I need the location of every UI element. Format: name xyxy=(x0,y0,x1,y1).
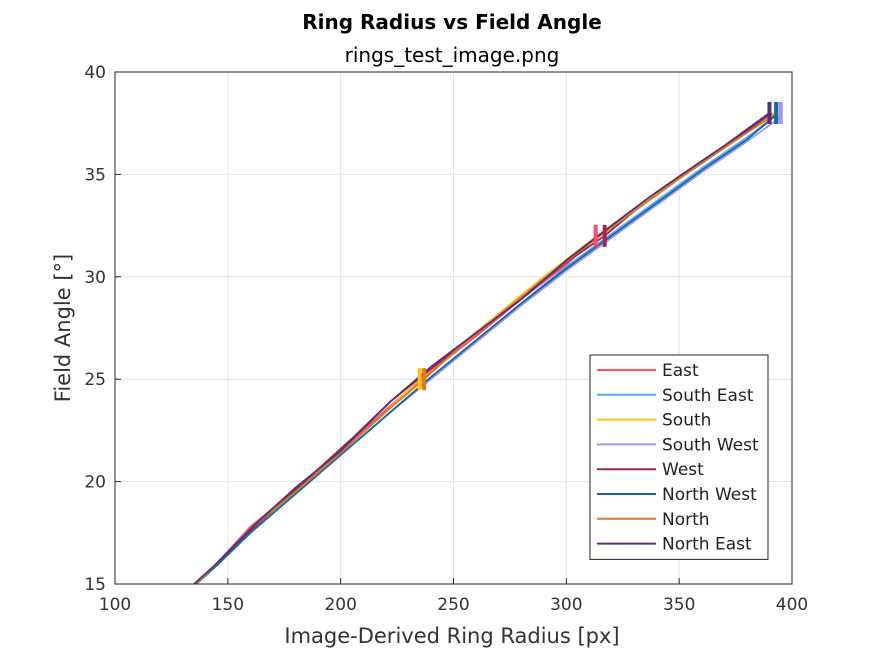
chart-subtitle: rings_test_image.png xyxy=(345,43,560,67)
y-tick-label: 40 xyxy=(84,63,106,83)
series-line-7 xyxy=(193,112,770,585)
chart-title: Ring Radius vs Field Angle xyxy=(302,10,602,34)
y-axis-label: Field Angle [°] xyxy=(51,254,75,402)
y-tick-label: 15 xyxy=(84,575,106,595)
series-layer xyxy=(193,101,783,585)
y-tick-label: 20 xyxy=(84,473,106,493)
x-tick-label: 200 xyxy=(324,595,356,615)
x-tick-label: 300 xyxy=(550,595,582,615)
legend-label: East xyxy=(662,361,699,381)
legend-label: North xyxy=(662,510,710,530)
x-tick-label: 100 xyxy=(99,595,131,615)
legend: East South East South South West West North W… xyxy=(589,354,769,560)
legend-box xyxy=(589,354,769,560)
x-tick-label: 350 xyxy=(663,595,695,615)
x-tick-label: 400 xyxy=(776,595,808,615)
legend-label: West xyxy=(662,460,704,480)
legend-label: South xyxy=(662,411,711,431)
y-tick-label: 30 xyxy=(84,268,106,288)
legend-label: North West xyxy=(662,485,757,505)
y-tick-label: 25 xyxy=(84,370,106,390)
y-tick-label: 35 xyxy=(84,165,106,185)
series-line-5 xyxy=(195,114,777,585)
legend-label: North East xyxy=(662,535,752,555)
x-axis-label: Image-Derived Ring Radius [px] xyxy=(284,624,619,648)
series-line-6 xyxy=(195,114,775,585)
legend-label: South East xyxy=(662,386,754,406)
x-tick-label: 150 xyxy=(212,595,244,615)
x-tick-label: 250 xyxy=(437,595,469,615)
legend-label: South West xyxy=(662,435,759,455)
ticks: 100 150 200 250 300 350 400 15 20 25 30 35 40 xyxy=(84,63,808,615)
